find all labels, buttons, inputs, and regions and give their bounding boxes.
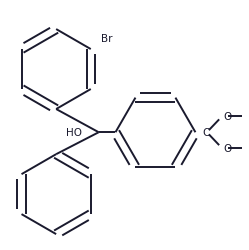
Text: O: O (224, 112, 232, 122)
Text: C: C (203, 128, 210, 138)
Text: O: O (224, 144, 232, 154)
Text: Br: Br (101, 34, 113, 43)
Text: HO: HO (66, 127, 82, 137)
